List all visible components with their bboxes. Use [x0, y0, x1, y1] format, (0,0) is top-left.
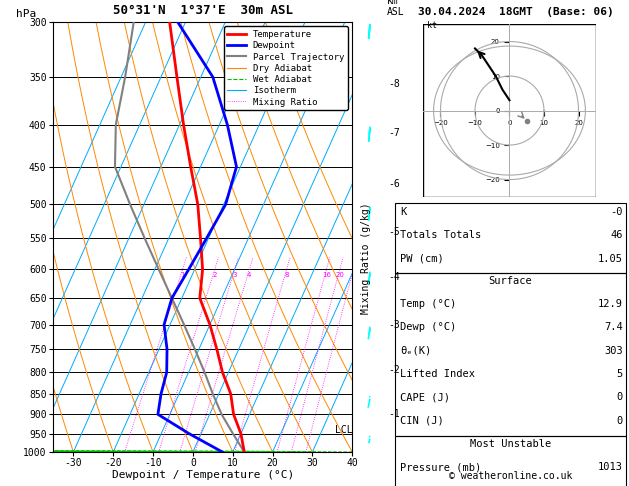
- Legend: Temperature, Dewpoint, Parcel Trajectory, Dry Adiabat, Wet Adiabat, Isotherm, Mi: Temperature, Dewpoint, Parcel Trajectory…: [224, 26, 348, 110]
- Text: -8: -8: [388, 79, 400, 89]
- Text: -6: -6: [388, 179, 400, 189]
- Text: Surface: Surface: [489, 276, 532, 286]
- Text: 12.9: 12.9: [598, 299, 623, 309]
- Text: 1013: 1013: [598, 462, 623, 472]
- Text: 1: 1: [180, 273, 185, 278]
- Text: -7: -7: [388, 128, 400, 139]
- Text: -5: -5: [388, 227, 400, 237]
- Text: CAPE (J): CAPE (J): [400, 392, 450, 402]
- Text: -1: -1: [388, 409, 400, 418]
- Text: -4: -4: [388, 272, 400, 281]
- Text: Mixing Ratio (g/kg): Mixing Ratio (g/kg): [361, 203, 371, 314]
- Text: 30.04.2024  18GMT  (Base: 06): 30.04.2024 18GMT (Base: 06): [418, 7, 614, 17]
- Text: 1.05: 1.05: [598, 254, 623, 264]
- Text: 5: 5: [616, 369, 623, 379]
- Text: 16: 16: [322, 273, 331, 278]
- Text: © weatheronline.co.uk: © weatheronline.co.uk: [448, 471, 572, 481]
- Text: Pressure (mb): Pressure (mb): [400, 462, 481, 472]
- Text: PW (cm): PW (cm): [400, 254, 444, 264]
- Text: Dewp (°C): Dewp (°C): [400, 322, 456, 332]
- Text: LCL: LCL: [335, 425, 352, 435]
- Text: Lifted Index: Lifted Index: [400, 369, 475, 379]
- Text: K: K: [400, 207, 406, 217]
- Text: CIN (J): CIN (J): [400, 416, 444, 426]
- Text: 0: 0: [616, 392, 623, 402]
- Text: 7.4: 7.4: [604, 322, 623, 332]
- Text: θₑ(K): θₑ(K): [400, 346, 431, 356]
- X-axis label: Dewpoint / Temperature (°C): Dewpoint / Temperature (°C): [112, 470, 294, 480]
- Text: 20: 20: [335, 273, 344, 278]
- Text: 8: 8: [284, 273, 289, 278]
- Text: Totals Totals: Totals Totals: [400, 230, 481, 241]
- Text: -3: -3: [388, 320, 400, 330]
- Text: -2: -2: [388, 365, 400, 375]
- Text: -0: -0: [610, 207, 623, 217]
- Text: 0: 0: [616, 416, 623, 426]
- Text: 50°31'N  1°37'E  30m ASL: 50°31'N 1°37'E 30m ASL: [113, 4, 293, 17]
- Text: Temp (°C): Temp (°C): [400, 299, 456, 309]
- Bar: [423, 24, 596, 197]
- Text: 4: 4: [247, 273, 252, 278]
- Text: Most Unstable: Most Unstable: [470, 439, 551, 449]
- Text: 3: 3: [233, 273, 237, 278]
- Text: 303: 303: [604, 346, 623, 356]
- Text: hPa: hPa: [16, 9, 36, 19]
- Text: kt: kt: [426, 21, 437, 30]
- Text: km
ASL: km ASL: [387, 0, 404, 17]
- Text: 46: 46: [610, 230, 623, 241]
- Text: 2: 2: [213, 273, 217, 278]
